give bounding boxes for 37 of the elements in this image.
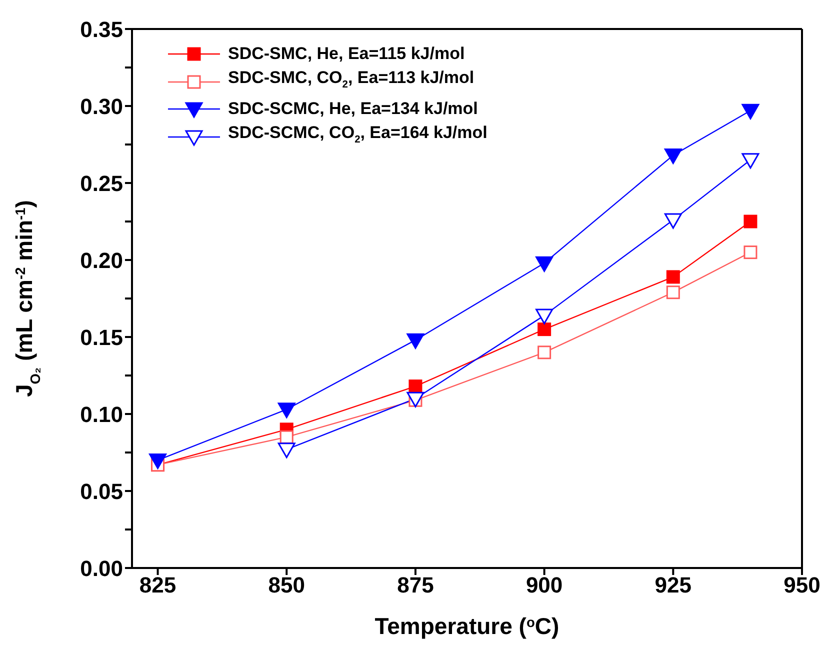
point (744, 246, 758, 260)
point (666, 270, 680, 284)
point (744, 214, 758, 228)
point (406, 333, 424, 349)
x-tick-label: 850 (268, 572, 305, 598)
point (742, 153, 760, 169)
y-tick-label: 0.10 (80, 402, 123, 427)
legend-label: SDC-SCMC, CO$_{2}$, Ea=164 kJ/mol (228, 123, 488, 146)
legend-label: SDC-SCMC, He, Ea=134 kJ/mol (228, 99, 478, 118)
point (664, 213, 682, 229)
point (538, 322, 552, 336)
x-axis-title: Temperature ($^{o}$C) (374, 613, 560, 639)
y-tick-label: 0.05 (80, 478, 123, 504)
legend-label: SDC-SMC, CO$_{2}$, Ea=113 kJ/mol (228, 68, 474, 90)
legend-label: SDC-SMC, He, Ea=115 kJ/mol (228, 44, 465, 63)
point (664, 148, 682, 164)
y-tick-label: 0.30 (80, 94, 123, 119)
x-tick-label: 925 (654, 572, 692, 598)
point (149, 453, 167, 469)
y-tick-label: 0.20 (80, 248, 123, 273)
point (278, 402, 296, 418)
point (538, 346, 552, 360)
point (742, 104, 760, 120)
x-tick-label: 950 (784, 572, 820, 598)
y-tick-label: 0.15 (80, 324, 123, 350)
point (408, 380, 422, 394)
point (536, 308, 554, 324)
x-tick-label: 825 (139, 572, 176, 598)
x-tick-label: 900 (526, 572, 563, 598)
point (278, 442, 296, 458)
y-tick-label: 0.25 (80, 170, 123, 196)
x-tick-label: 875 (397, 572, 434, 598)
point (666, 286, 680, 300)
point (280, 430, 294, 444)
y-tick-label: 0.35 (80, 16, 123, 42)
y-tick-label: 0.00 (80, 556, 123, 581)
point (536, 256, 554, 272)
